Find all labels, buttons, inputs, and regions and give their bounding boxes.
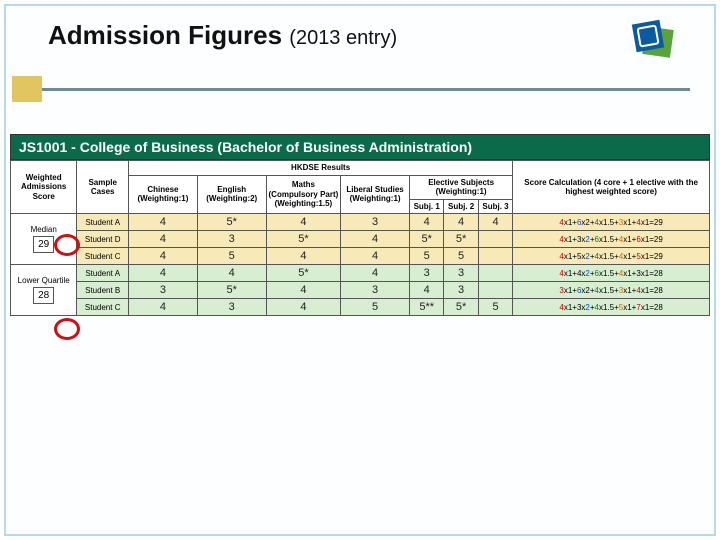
- cell-english: 4: [197, 265, 266, 282]
- cell-chinese: 4: [129, 248, 198, 265]
- cell-subj3: 5: [478, 299, 512, 316]
- cell-chinese: 4: [129, 214, 198, 231]
- table-row: Student B35*43433x1+6x2+4x1.5+3x1+4x1=28: [11, 282, 710, 299]
- title-underline: [0, 68, 720, 104]
- cell-liberal: 4: [341, 231, 410, 248]
- cell-liberal: 5: [341, 299, 410, 316]
- cell-chinese: 4: [129, 265, 198, 282]
- cell-subj3: [478, 231, 512, 248]
- student-label: Student B: [77, 282, 129, 299]
- cell-subj1: 5: [410, 248, 444, 265]
- student-label: Student A: [77, 265, 129, 282]
- cell-maths: 5*: [266, 265, 341, 282]
- cell-calc: 3x1+6x2+4x1.5+3x1+4x1=28: [513, 282, 710, 299]
- course-banner: JS1001 - College of Business (Bachelor o…: [10, 134, 710, 160]
- table-row: Lower Quartile28Student A445*4334x1+4x2+…: [11, 265, 710, 282]
- cell-english: 5*: [197, 214, 266, 231]
- col-hkdse-group: HKDSE Results: [129, 161, 513, 176]
- cell-calc: 4x1+6x2+4x1.5+3x1+4x1=29: [513, 214, 710, 231]
- col-subj1: Subj. 1: [410, 199, 444, 214]
- cell-calc: 4x1+4x2+6x1.5+4x1+3x1=28: [513, 265, 710, 282]
- admission-table: Weighted Admissions Score Sample Cases H…: [10, 160, 710, 316]
- cell-chinese: 4: [129, 231, 198, 248]
- table-body: Median29Student A45*434444x1+6x2+4x1.5+3…: [11, 214, 710, 316]
- cell-maths: 4: [266, 282, 341, 299]
- cell-liberal: 3: [341, 214, 410, 231]
- col-elective-group: Elective Subjects (Weighting:1): [410, 175, 513, 199]
- cell-subj2: 3: [444, 282, 478, 299]
- cell-subj3: [478, 248, 512, 265]
- cell-maths: 4: [266, 214, 341, 231]
- col-sample: Sample Cases: [77, 161, 129, 214]
- cell-liberal: 4: [341, 248, 410, 265]
- cell-english: 5: [197, 248, 266, 265]
- highlight-circle: [54, 318, 80, 340]
- cell-subj3: [478, 282, 512, 299]
- admission-table-container: JS1001 - College of Business (Bachelor o…: [10, 134, 710, 316]
- col-calc: Score Calculation (4 core + 1 elective w…: [513, 161, 710, 214]
- table-row: Median29Student A45*434444x1+6x2+4x1.5+3…: [11, 214, 710, 231]
- col-subj2: Subj. 2: [444, 199, 478, 214]
- title-main: Admission Figures: [48, 20, 282, 50]
- col-was: Weighted Admissions Score: [11, 161, 77, 214]
- table-head: Weighted Admissions Score Sample Cases H…: [11, 161, 710, 214]
- cell-subj1: 4: [410, 282, 444, 299]
- cell-calc: 4x1+3x2+4x1.5+5x1+7x1=28: [513, 299, 710, 316]
- cell-subj1: 4: [410, 214, 444, 231]
- col-maths: Maths (Compulsory Part) (Weighting:1.5): [266, 175, 341, 214]
- title-sub: (2013 entry): [289, 27, 397, 49]
- cell-subj1: 5**: [410, 299, 444, 316]
- table-row: Student C43455**5*54x1+3x2+4x1.5+5x1+7x1…: [11, 299, 710, 316]
- student-label: Student C: [77, 299, 129, 316]
- cell-calc: 4x1+3x2+6x1.5+4x1+6x1=29: [513, 231, 710, 248]
- cell-liberal: 3: [341, 282, 410, 299]
- cell-english: 3: [197, 299, 266, 316]
- cell-subj2: 3: [444, 265, 478, 282]
- cell-english: 5*: [197, 282, 266, 299]
- cell-subj2: 5: [444, 248, 478, 265]
- slide-header: Admission Figures (2013 entry): [48, 20, 668, 51]
- cell-maths: 4: [266, 248, 341, 265]
- cell-subj1: 3: [410, 265, 444, 282]
- table-row: Student C4544554x1+5x2+4x1.5+4x1+5x1=29: [11, 248, 710, 265]
- table-row: Student D435*45*5*4x1+3x2+6x1.5+4x1+6x1=…: [11, 231, 710, 248]
- student-label: Student C: [77, 248, 129, 265]
- cell-subj1: 5*: [410, 231, 444, 248]
- col-liberal: Liberal Studies (Weighting:1): [341, 175, 410, 214]
- student-label: Student D: [77, 231, 129, 248]
- ouhk-logo: [626, 18, 680, 66]
- col-english: English (Weighting:2): [197, 175, 266, 214]
- student-label: Student A: [77, 214, 129, 231]
- highlight-circle: [54, 234, 80, 256]
- cell-subj2: 5*: [444, 231, 478, 248]
- cell-chinese: 4: [129, 299, 198, 316]
- page-title: Admission Figures (2013 entry): [48, 20, 397, 50]
- cell-english: 3: [197, 231, 266, 248]
- cell-subj3: 4: [478, 214, 512, 231]
- cell-subj2: 5*: [444, 299, 478, 316]
- cell-maths: 4: [266, 299, 341, 316]
- col-chinese: Chinese (Weighting:1): [129, 175, 198, 214]
- cell-maths: 5*: [266, 231, 341, 248]
- col-subj3: Subj. 3: [478, 199, 512, 214]
- cell-calc: 4x1+5x2+4x1.5+4x1+5x1=29: [513, 248, 710, 265]
- cell-subj3: [478, 265, 512, 282]
- cell-subj2: 4: [444, 214, 478, 231]
- row-group-was: Lower Quartile28: [11, 265, 77, 316]
- cell-chinese: 3: [129, 282, 198, 299]
- cell-liberal: 4: [341, 265, 410, 282]
